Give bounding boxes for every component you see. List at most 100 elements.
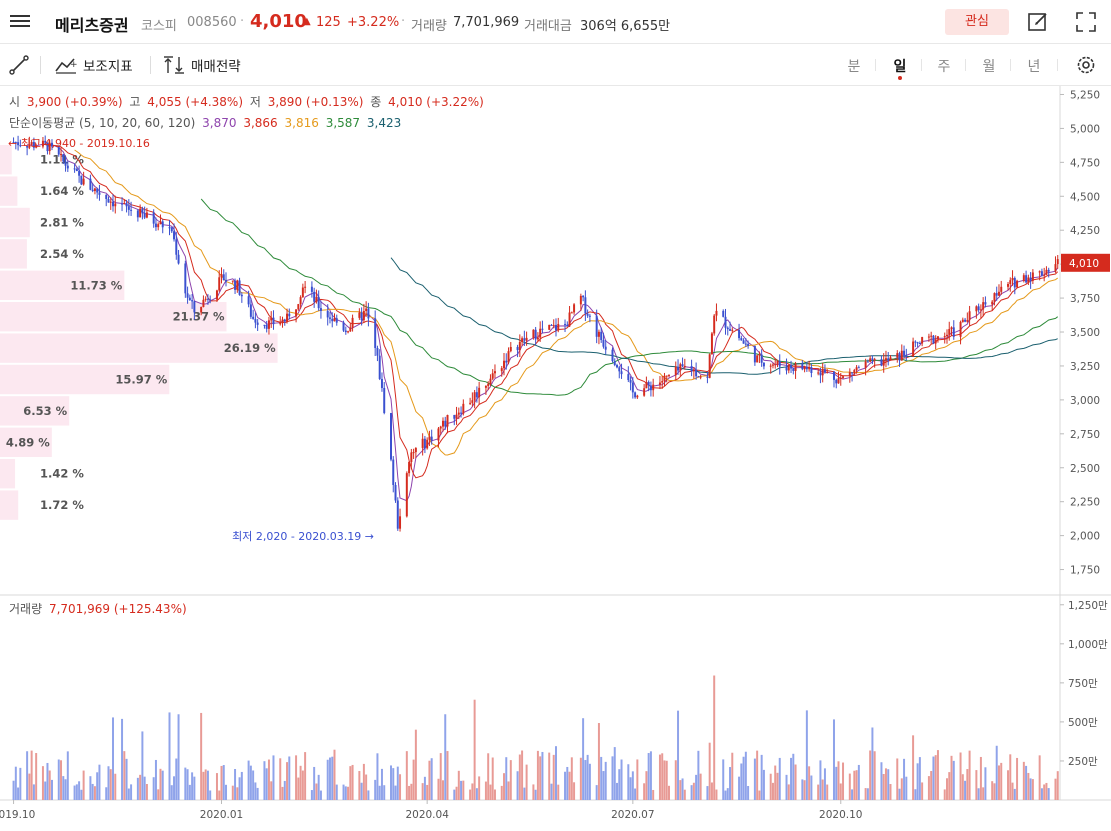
volume-bar <box>234 769 237 800</box>
candle-body <box>582 295 585 298</box>
volume-bar <box>44 781 47 800</box>
volume-bar <box>136 777 139 800</box>
candle-body <box>215 290 218 300</box>
period-minute-tab[interactable]: 분 <box>847 59 861 75</box>
moving-average-line <box>390 257 1058 375</box>
volume-bar <box>487 753 490 800</box>
candle-body <box>82 178 85 185</box>
stock-name: 메리츠증권 <box>55 16 129 35</box>
candle-body <box>1045 269 1048 275</box>
strategy-button[interactable]: 매매전략 <box>163 54 241 76</box>
volume-bar <box>405 751 408 800</box>
volume-bar <box>267 759 270 800</box>
menu-icon[interactable] <box>10 12 30 30</box>
candle-body <box>649 385 652 391</box>
settings-gear-icon[interactable] <box>1075 54 1097 76</box>
candle-body <box>977 306 980 311</box>
candle-body <box>932 335 935 344</box>
volume-bar <box>351 764 354 800</box>
volume-bar <box>161 770 164 800</box>
volume-bar <box>932 756 935 800</box>
strategy-icon <box>164 56 184 74</box>
open-label: 시 <box>9 95 21 109</box>
candle-body <box>769 365 772 367</box>
low-value: 3,890 (+0.13%) <box>267 95 364 109</box>
volume-bar <box>738 776 741 800</box>
candle-body <box>984 302 987 305</box>
candle-body <box>376 347 379 356</box>
volume-bar <box>584 760 587 800</box>
candle-body <box>272 317 275 325</box>
candle-body <box>471 400 474 403</box>
volume-bar <box>30 750 33 800</box>
volume-bar <box>803 780 806 800</box>
period-week-tab[interactable]: 주 <box>937 59 951 75</box>
period-year-tab[interactable]: 년 <box>1027 59 1041 75</box>
volume-bar <box>344 786 347 800</box>
volume-bar <box>787 784 790 800</box>
candle-body <box>616 365 619 368</box>
candle-body <box>930 335 933 337</box>
volume-bar <box>726 788 729 800</box>
volume-bar <box>679 780 682 800</box>
candle-body <box>141 208 144 214</box>
volume-profile-label: 4.89 % <box>6 435 50 449</box>
volume-bar <box>778 757 781 800</box>
candle-body <box>75 168 78 171</box>
volume-bar <box>692 782 695 800</box>
volume-bar <box>130 784 133 800</box>
candle-body <box>114 203 117 207</box>
candle-body <box>959 321 962 337</box>
volume-bar <box>977 788 980 800</box>
volume-bar <box>365 774 368 800</box>
candle-body <box>679 364 682 371</box>
candle-body <box>184 263 187 294</box>
candle-body <box>921 337 924 344</box>
price-tick-label: 3,750 <box>1070 293 1100 305</box>
indicators-button[interactable]: + 보조지표 <box>55 54 133 76</box>
volume-bar <box>681 778 684 800</box>
volume-bar <box>966 769 969 800</box>
volume-bar <box>521 750 524 800</box>
volume-bar <box>880 762 883 800</box>
drawing-tool-icon[interactable] <box>8 54 30 76</box>
candle-body <box>729 329 732 331</box>
volume-profile-bar <box>0 207 30 238</box>
volume-profile-bar <box>0 239 27 269</box>
candle-body <box>484 385 487 388</box>
volume-bar <box>950 755 953 800</box>
candle-body <box>487 383 490 386</box>
candle-body <box>882 360 885 366</box>
candle-body <box>319 308 322 311</box>
period-day-tab[interactable]: 일 <box>893 59 907 75</box>
candle-body <box>50 142 53 147</box>
volume-bar <box>489 784 492 800</box>
volume-bar <box>566 766 569 800</box>
candle-body <box>918 342 921 344</box>
volume-bar <box>396 766 399 800</box>
volume-bar <box>975 770 978 800</box>
candle-body <box>73 168 76 170</box>
volume-bar <box>32 784 35 800</box>
candle-body <box>541 328 544 330</box>
candle-body <box>270 317 273 321</box>
period-month-tab[interactable]: 월 <box>982 59 996 75</box>
volume-bar <box>313 766 316 800</box>
volume-bar <box>390 765 392 800</box>
favorite-button[interactable]: 관심 <box>945 9 1009 35</box>
candle-body <box>362 311 365 321</box>
volume-bar <box>1022 761 1025 800</box>
indicators-label: 보조지표 <box>83 59 133 75</box>
edit-icon[interactable] <box>1027 11 1049 33</box>
candle-body <box>961 319 964 322</box>
volume-bar <box>1009 754 1012 800</box>
candle-body <box>125 203 128 207</box>
candle-body <box>44 140 47 143</box>
candle-body <box>286 313 289 322</box>
price-chart[interactable]: 1.11 %1.64 %2.81 %2.54 %11.73 %21.37 %26… <box>0 86 1111 831</box>
fullscreen-icon[interactable] <box>1075 11 1097 33</box>
volume-bar <box>722 759 725 800</box>
header: 메리츠증권 코스피 008560 · 4,010 ▲ 125 +3.22% · … <box>0 0 1111 44</box>
volume-bar <box>710 782 713 800</box>
chart-area[interactable]: 1.11 % 1.64 % 2.81 % 2.54 % 11.73 % 21.37 % 26… <box>0 86 1111 831</box>
